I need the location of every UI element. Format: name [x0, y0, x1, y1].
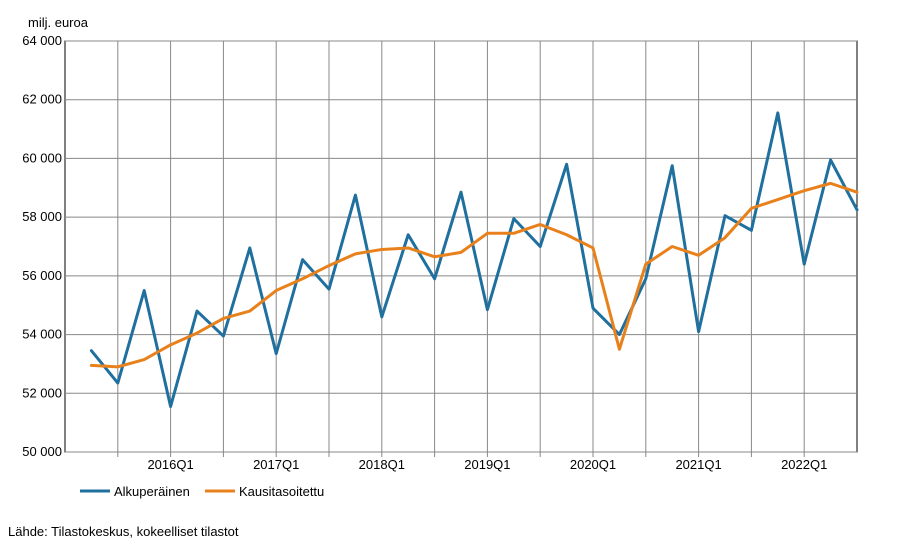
y-tick-label: 56 000	[22, 268, 62, 283]
x-tick-label: 2021Q1	[675, 457, 721, 472]
x-axis-tick-labels: 2016Q1 2017Q1 2018Q1 2019Q1 2020Q1 2021Q1 2022…	[147, 457, 827, 472]
y-tick-label: 50 000	[22, 444, 62, 459]
x-tick-label: 2020Q1	[570, 457, 616, 472]
series-lines	[89, 111, 859, 408]
legend-label: Alkuperäinen	[114, 484, 190, 499]
y-tick-label: 62 000	[22, 92, 62, 107]
vertical-gridlines	[117, 41, 805, 457]
series-line	[89, 111, 859, 408]
x-tick-label: 2022Q1	[781, 457, 827, 472]
series-line	[89, 181, 859, 369]
legend: Alkuperäinen Kausitasoitettu	[80, 484, 324, 499]
x-tick-label: 2018Q1	[359, 457, 405, 472]
plot-area	[64, 40, 858, 453]
y-axis-unit-label: milj. euroa	[28, 15, 89, 30]
legend-label: Kausitasoitettu	[239, 484, 324, 499]
source-note: Lähde: Tilastokeskus, kokeelliset tilast…	[8, 524, 239, 539]
x-tick-label: 2017Q1	[253, 457, 299, 472]
y-tick-label: 58 000	[22, 209, 62, 224]
y-tick-label: 52 000	[22, 385, 62, 400]
y-tick-label: 54 000	[22, 327, 62, 342]
y-tick-label: 60 000	[22, 150, 62, 165]
y-tick-label: 64 000	[22, 33, 62, 48]
horizontal-gridlines	[65, 40, 857, 453]
y-axis-tick-labels: 50 000 52 000 54 000 56 000 58 000 60 000 62 0…	[22, 33, 62, 459]
x-tick-label: 2019Q1	[464, 457, 510, 472]
series-1	[89, 181, 859, 369]
x-tick-label: 2016Q1	[147, 457, 193, 472]
series-0	[89, 111, 859, 408]
